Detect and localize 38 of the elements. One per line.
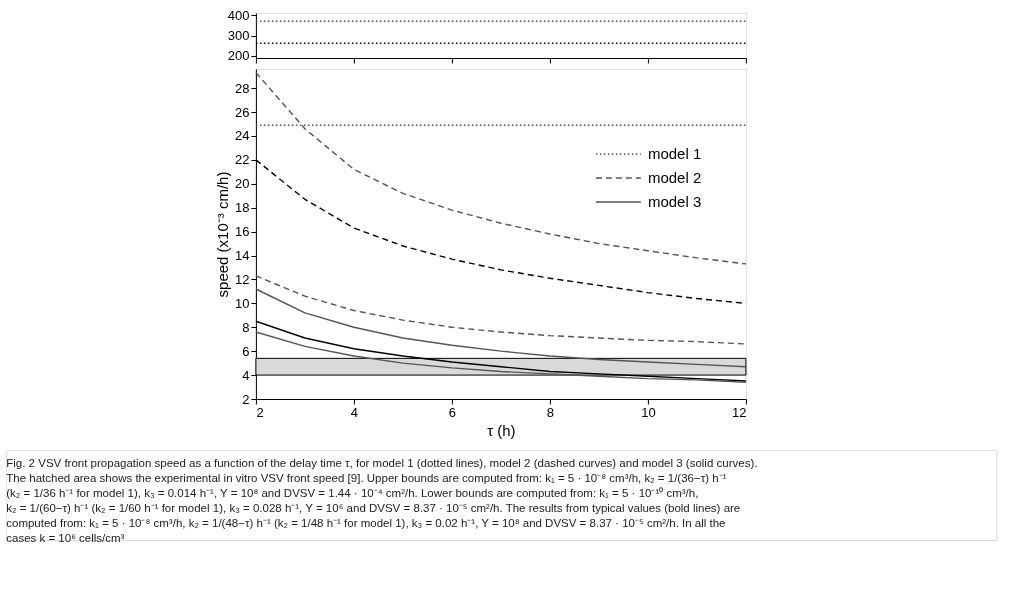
x-tick-label: 6 (448, 404, 457, 420)
line-series (255, 71, 747, 265)
y-tick-label: 18 (234, 200, 250, 216)
text: cases k = 10⁶ cells/cm³ (6, 531, 125, 544)
y-tick-label: 2 (242, 391, 250, 407)
y-tick-label: 24 (234, 128, 250, 144)
y-tick-label: 6 (242, 343, 250, 359)
line-series (255, 331, 747, 383)
x-tick-label: 10 (641, 404, 656, 420)
y-tick-label: 300 (227, 28, 250, 43)
legend-label: model 1 (647, 145, 702, 162)
y-tick-label: 12 (234, 271, 250, 287)
y-tick-label: 14 (234, 248, 250, 264)
caption: Fig. 2 VSV front propagation speed as a function of the delay time τ, for model 1 (dotted lines), model 2 (dashed curves) and model 3 (solid curves). (6, 456, 758, 469)
y-tick-label: 8 (242, 319, 250, 335)
y-tick-label: 400 (227, 7, 250, 23)
line-series (255, 275, 747, 345)
line-series (255, 288, 747, 368)
y-tick-label: 10 (234, 295, 250, 311)
legend-label: model 2 (647, 169, 702, 186)
text: k₂ = 1/(60−τ) h⁻¹ (k₂ = 1/60 h⁻¹ for model 1), k₃ = 0.028 h⁻¹, Y = 10⁶ and DVSV = 8.37 · 10⁻⁵ cm²/h. The results from typical values (bold lines) are (6, 501, 741, 514)
y-tick-label: 20 (234, 176, 250, 192)
y-tick-label: 16 (234, 224, 250, 240)
x-tick-label: 2 (256, 404, 264, 420)
legend-label: model 3 (647, 193, 702, 210)
x-tick-label: 12 (731, 404, 747, 420)
text: (k₂ = 1/36 h⁻¹ for model 1), k₃ = 0.014 h⁻¹, Y = 10⁸ and DVSV = 1.44 · 10⁻⁴ cm²/h. Lower bounds are computed from: k₁ = 5 · 10⁻¹⁰ cm³/h, (6, 486, 699, 499)
y-tick-label: 28 (234, 80, 250, 96)
y-axis-title: speed (x10⁻³ cm/h) (213, 171, 231, 298)
y-tick-label: 200 (227, 48, 250, 64)
y-tick-label: 26 (234, 104, 250, 120)
x-tick-label: 8 (546, 404, 555, 420)
text: The hatched area shows the experimental in vitro VSV front speed [9]. Upper bounds are computed from: k₁ = 5 · 10⁻⁸ cm³/h, k₂ = 1/(36−τ) h⁻¹ (6, 471, 727, 484)
text: computed from: k₁ = 5 · 10⁻⁸ cm³/h, k₂ = 1/(48−τ) h⁻¹ (k₂ = 1/48 h⁻¹ for model 1), k₃ = 0.02 h⁻¹, Y = 10⁸ and DVSV = 8.37 · 10⁻⁵ cm²/h. In all the (6, 516, 726, 529)
y-tick-label: 4 (242, 367, 250, 383)
x-axis-title: τ (h) (487, 421, 516, 439)
y-tick-label: 22 (234, 152, 250, 168)
x-tick-label: 4 (350, 404, 359, 420)
